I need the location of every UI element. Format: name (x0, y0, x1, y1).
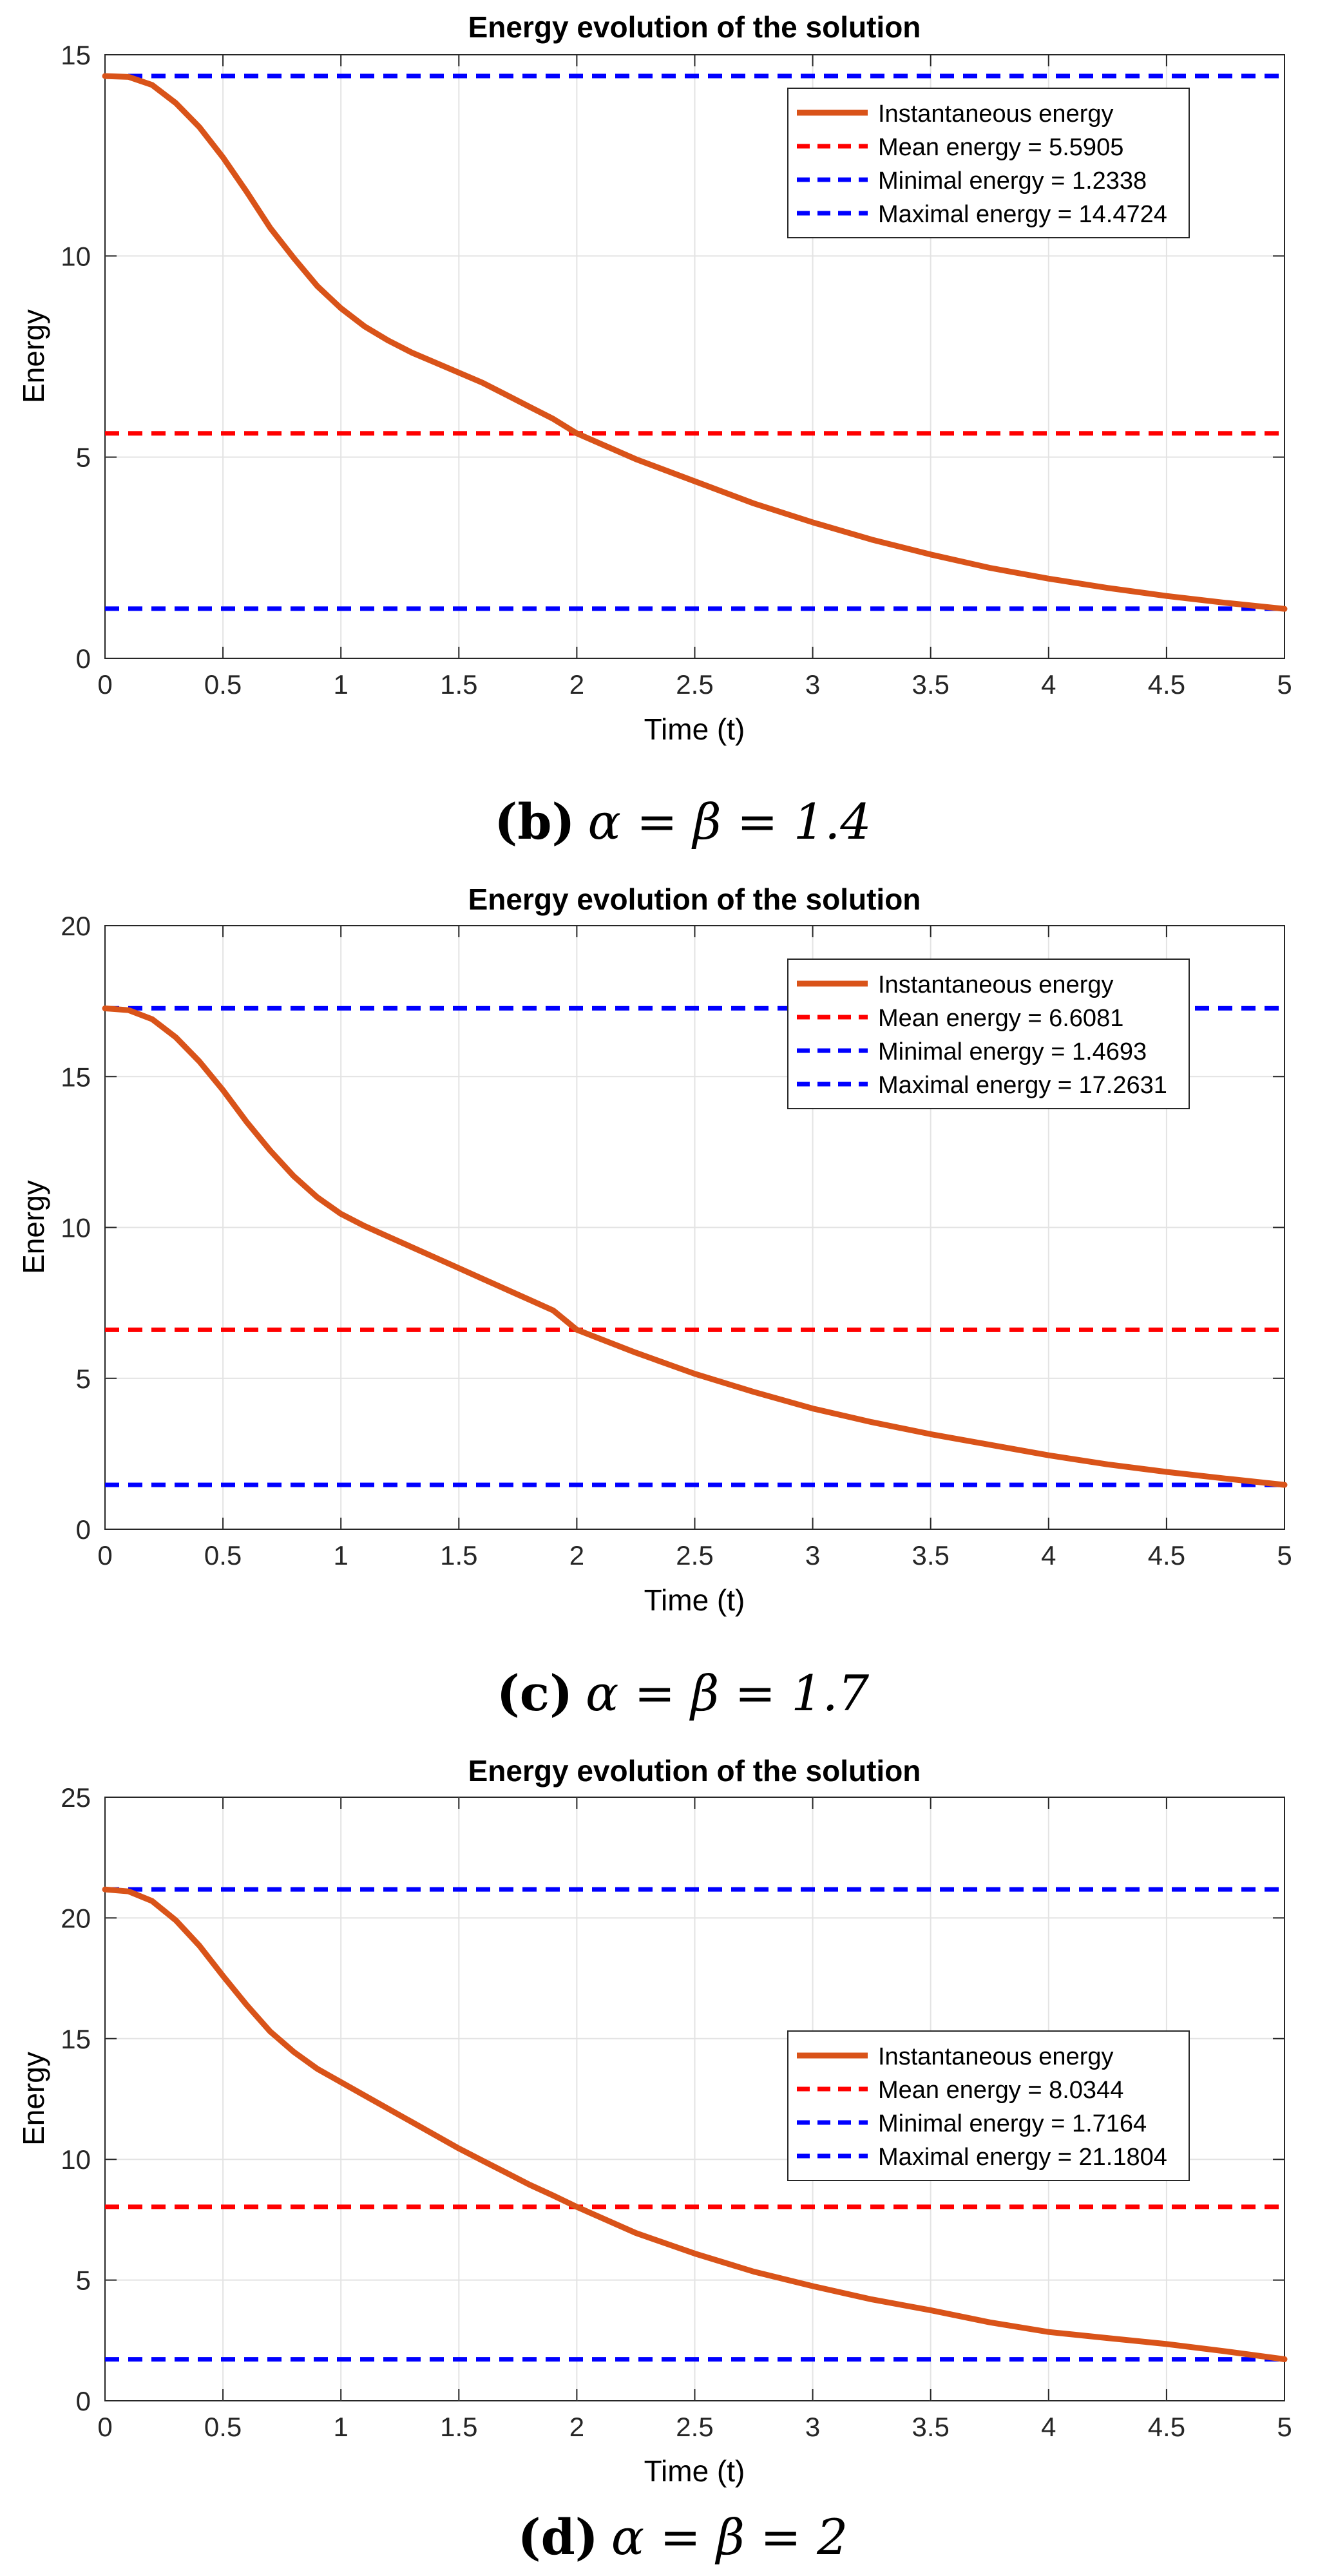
energy-curve (102, 1005, 1288, 1488)
x-tick-label: 3.5 (912, 669, 950, 700)
y-tick-label: 10 (61, 1213, 91, 1243)
y-tick-label: 5 (76, 1364, 91, 1394)
y-tick-label: 20 (61, 911, 91, 941)
x-axis-ticks: 0 0.5 1 1.5 2 2.5 3 3.5 4 4.5 5 (97, 1797, 1292, 2442)
x-tick-label: 0 (97, 669, 112, 700)
x-tick-label: 5 (1277, 1540, 1292, 1570)
x-tick-label: 1 (334, 669, 349, 700)
y-tick-label: 5 (76, 443, 91, 473)
caption-d: (d) α = β = 2 (518, 2508, 848, 2566)
x-tick-label: 1.5 (440, 1540, 477, 1570)
chart-title: Energy evolution of the solution (468, 883, 921, 916)
x-tick-label: 4 (1041, 669, 1056, 700)
y-axis-label: Energy (17, 2052, 50, 2146)
y-tick-label: 15 (61, 1062, 91, 1092)
x-tick-label: 0.5 (204, 669, 242, 700)
legend-label: Mean energy = 5.5905 (878, 134, 1123, 161)
x-axis-label: Time (t) (644, 712, 745, 746)
x-tick-label: 4.5 (1148, 2412, 1185, 2442)
energy-curve (102, 1886, 1288, 2362)
y-tick-label: 5 (76, 2266, 91, 2296)
y-axis-label: Energy (17, 309, 50, 403)
chart-title: Energy evolution of the solution (468, 10, 921, 44)
legend-label: Maximal energy = 21.1804 (878, 2144, 1167, 2171)
caption-label: (d) (518, 2508, 598, 2566)
legend-label: Minimal energy = 1.2338 (878, 167, 1147, 195)
chart-panel-c: Energy evolution of the solution 0 0.5 1 1.… (17, 883, 1292, 1722)
x-tick-label: 4.5 (1148, 1540, 1185, 1570)
x-tick-label: 3.5 (912, 2412, 950, 2442)
x-tick-label: 0 (97, 2412, 112, 2442)
x-tick-label: 2.5 (676, 669, 713, 700)
chart-title: Energy evolution of the solution (468, 1754, 921, 1788)
x-tick-label: 2 (569, 1540, 584, 1570)
energy-curve-group (102, 1005, 1288, 1488)
legend-label: Instantaneous energy (878, 100, 1114, 128)
x-tick-label: 1.5 (440, 669, 477, 700)
x-tick-label: 2.5 (676, 2412, 713, 2442)
energy-curve-group (102, 73, 1288, 612)
y-tick-label: 0 (76, 1514, 91, 1545)
y-tick-label: 20 (61, 1903, 91, 1933)
x-tick-label: 0.5 (204, 2412, 242, 2442)
x-tick-label: 2 (569, 2412, 584, 2442)
x-tick-label: 4 (1041, 1540, 1056, 1570)
x-axis-ticks: 0 0.5 1 1.5 2 2.5 3 3.5 4 4.5 5 (97, 926, 1292, 1570)
legend-label: Minimal energy = 1.7164 (878, 2110, 1147, 2137)
energy-curve (102, 73, 1288, 612)
x-tick-label: 3 (805, 2412, 820, 2442)
x-tick-label: 2.5 (676, 1540, 713, 1570)
caption-label: (c) (497, 1665, 573, 1722)
y-tick-label: 0 (76, 644, 91, 674)
x-axis-label: Time (t) (644, 2454, 745, 2488)
x-tick-label: 0.5 (204, 1540, 242, 1570)
legend: Instantaneous energy Mean energy = 6.6081… (787, 959, 1190, 1109)
x-tick-label: 1.5 (440, 2412, 477, 2442)
caption-b: (b) α = β = 1.4 (494, 793, 871, 850)
chart-panel-d: Energy evolution of the solution 0 0.5 1 1.… (17, 1754, 1292, 2566)
caption-text: α = β = 2 (611, 2508, 848, 2566)
legend-label: Mean energy = 8.0344 (878, 2077, 1123, 2104)
legend: Instantaneous energy Mean energy = 8.0344… (787, 2030, 1190, 2181)
x-tick-label: 5 (1277, 2412, 1292, 2442)
caption-label: (b) (494, 793, 575, 850)
caption-c: (c) α = β = 1.7 (497, 1665, 870, 1722)
y-tick-label: 25 (61, 1782, 91, 1813)
legend-label: Maximal energy = 14.4724 (878, 201, 1167, 228)
caption-text: α = β = 1.7 (586, 1665, 870, 1722)
x-tick-label: 1 (334, 1540, 349, 1570)
y-tick-label: 0 (76, 2386, 91, 2416)
chart-panel-b: Energy evolution of the solution 0 0.5 1 1.… (17, 10, 1292, 850)
legend-label: Instantaneous energy (878, 971, 1114, 998)
x-axis-label: Time (t) (644, 1583, 745, 1617)
y-axis-ticks: 0 5 10 15 20 25 (61, 1782, 1285, 2416)
reference-lines (105, 73, 1285, 611)
x-tick-label: 5 (1277, 669, 1292, 700)
legend-label: Minimal energy = 1.4693 (878, 1038, 1147, 1065)
energy-curve-group (102, 1886, 1288, 2362)
legend-label: Maximal energy = 17.2631 (878, 1072, 1167, 1099)
y-tick-label: 10 (61, 2144, 91, 2175)
legend-label: Mean energy = 6.6081 (878, 1005, 1123, 1032)
x-tick-label: 3 (805, 669, 820, 700)
legend-label: Instantaneous energy (878, 2043, 1114, 2070)
x-tick-label: 0 (97, 1540, 112, 1570)
reference-lines (105, 1887, 1285, 2362)
x-tick-label: 1 (334, 2412, 349, 2442)
x-axis-ticks: 0 0.5 1 1.5 2 2.5 3 3.5 4 4.5 5 (97, 55, 1292, 700)
y-axis-ticks: 0 5 10 15 20 (61, 911, 1285, 1545)
x-tick-label: 4 (1041, 2412, 1056, 2442)
legend: Instantaneous energy Mean energy = 5.5905… (787, 88, 1190, 238)
x-tick-label: 4.5 (1148, 669, 1185, 700)
caption-text: α = β = 1.4 (587, 793, 871, 850)
y-tick-label: 15 (61, 40, 91, 70)
y-axis-ticks: 0 5 10 15 (61, 40, 1285, 674)
y-axis-label: Energy (17, 1180, 50, 1274)
x-tick-label: 3 (805, 1540, 820, 1570)
y-tick-label: 15 (61, 2024, 91, 2054)
y-tick-label: 10 (61, 241, 91, 271)
x-tick-label: 2 (569, 669, 584, 700)
x-tick-label: 3.5 (912, 1540, 950, 1570)
